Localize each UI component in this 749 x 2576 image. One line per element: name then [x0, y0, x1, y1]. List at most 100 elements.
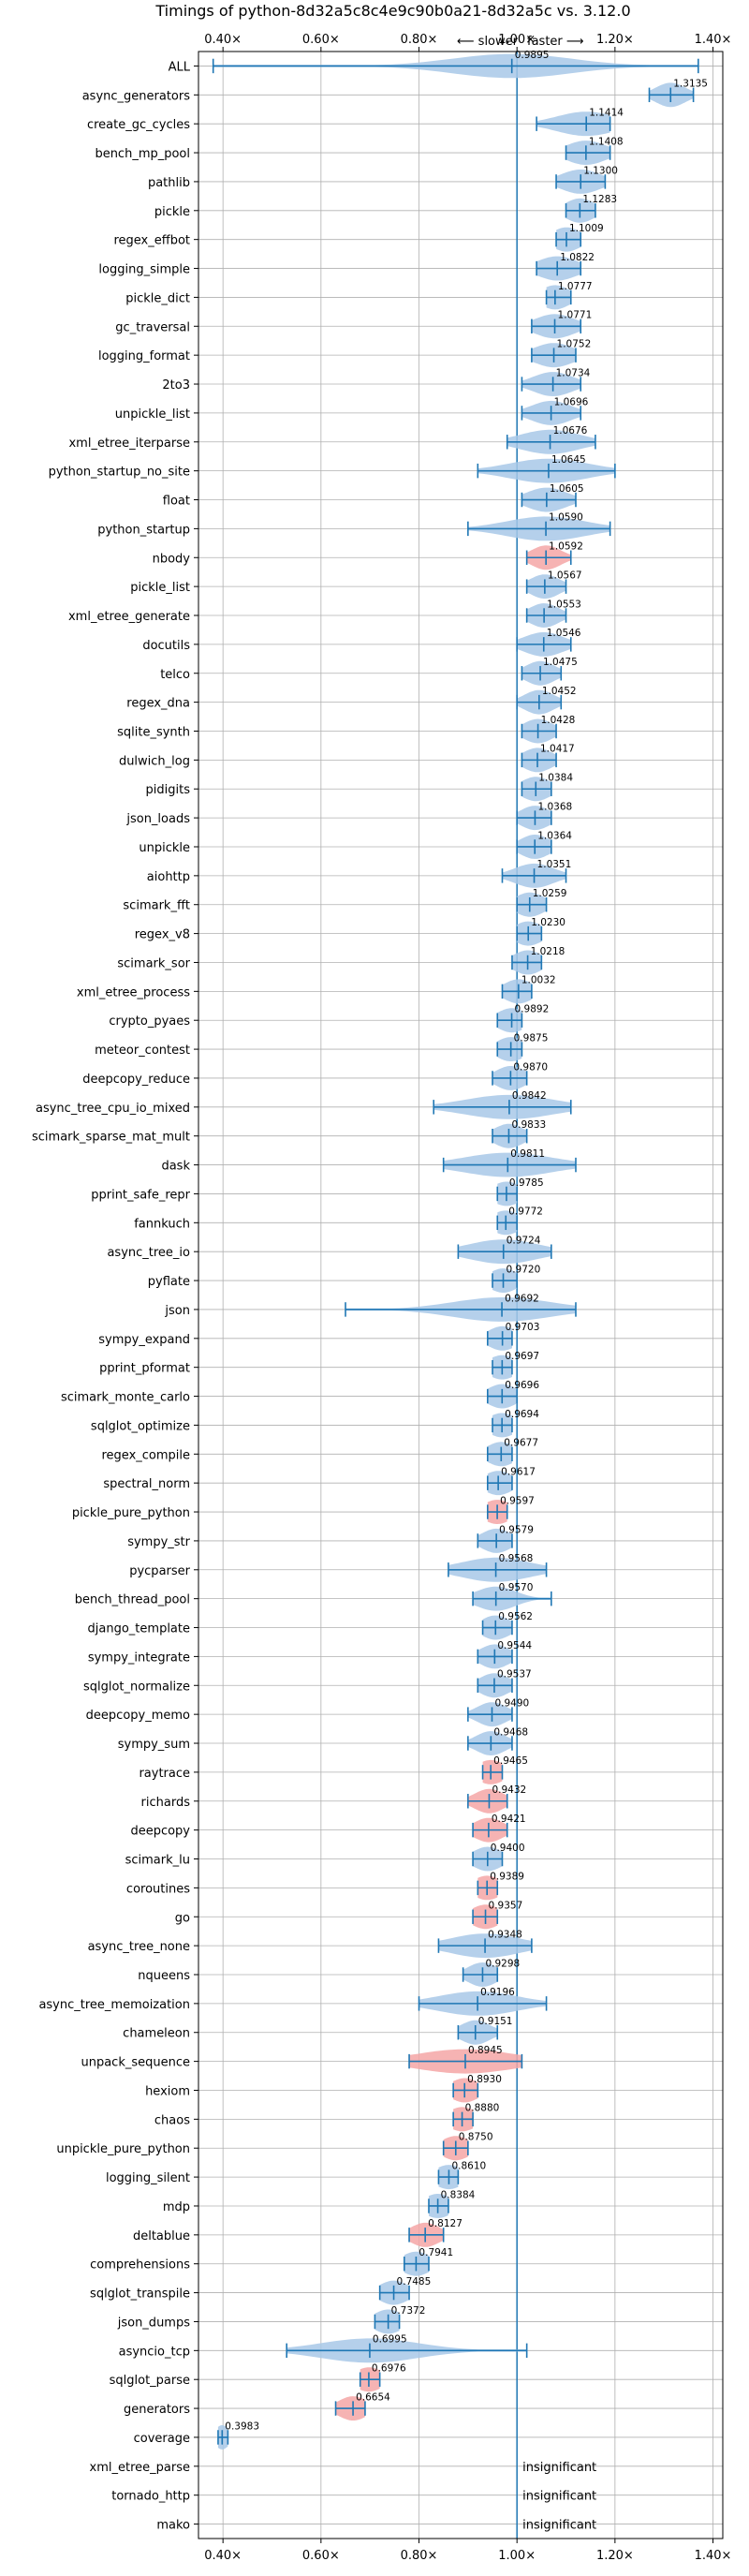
slower-indicator: ⟵ slower [457, 35, 519, 49]
value-label: 0.9785 [509, 1177, 544, 1189]
value-label: 0.9694 [505, 1409, 539, 1420]
benchmark-label: unpickle_list [115, 407, 190, 422]
value-label: 0.6654 [356, 2391, 390, 2403]
value-label: 0.8930 [467, 2074, 502, 2085]
value-label: 1.0696 [554, 396, 589, 407]
benchmark-label: xml_etree_parse [90, 2461, 190, 2475]
value-label: 0.9870 [513, 1061, 548, 1073]
faster-indicator: faster ⟶ [527, 35, 584, 49]
value-label: 0.9692 [505, 1293, 539, 1304]
value-label: 0.9400 [491, 1843, 525, 1854]
value-label: 0.7485 [397, 2276, 432, 2287]
benchmark-label: create_gc_cycles [87, 118, 190, 132]
benchmark-label: go [175, 1911, 190, 1925]
benchmark-label: scimark_sparse_mat_mult [32, 1131, 190, 1145]
benchmark-label: pyflate [148, 1275, 190, 1289]
benchmark-label: logging_simple [98, 263, 190, 277]
value-label: 0.9697 [505, 1351, 539, 1362]
value-label: 0.9568 [499, 1553, 534, 1564]
value-label: 1.0592 [549, 541, 583, 553]
x-tick-label-top: 0.40× [204, 33, 242, 47]
value-label: 0.9544 [497, 1640, 532, 1651]
benchmark-label: deepcopy [130, 1825, 190, 1839]
value-label: 1.0428 [541, 715, 576, 726]
benchmark-label: scimark_sor [117, 956, 190, 970]
value-label: 0.8127 [428, 2218, 463, 2229]
x-tick-label-top: 0.60× [302, 33, 340, 47]
insignificant-label: insignificant [522, 2461, 596, 2475]
benchmark-label: ALL [169, 60, 191, 74]
value-label: 0.9677 [504, 1438, 538, 1449]
benchmark-label: hexiom [145, 2084, 190, 2098]
value-label: 0.9842 [512, 1090, 547, 1102]
benchmark-label: aiohttp [147, 870, 190, 884]
value-label: 0.9617 [501, 1467, 536, 1478]
value-label: 1.0259 [533, 888, 567, 899]
benchmark-label: scimark_lu [125, 1854, 190, 1868]
benchmark-label: generators [124, 2403, 190, 2417]
value-label: 1.1414 [589, 108, 624, 119]
benchmark-label: mdp [163, 2200, 190, 2214]
benchmark-label: unpickle [139, 841, 190, 855]
plot-frame [198, 51, 724, 2539]
benchmark-label: comprehensions [90, 2258, 190, 2273]
benchmark-label: sqlglot_normalize [83, 1680, 190, 1694]
value-label: 1.0605 [550, 483, 584, 495]
benchmark-label: json_loads [125, 812, 190, 826]
value-label: 0.9833 [511, 1119, 546, 1131]
value-label: 0.8750 [459, 2132, 493, 2143]
value-label: 1.0368 [537, 801, 572, 812]
benchmark-label: xml_etree_process [77, 985, 190, 999]
benchmark-label: coroutines [126, 1882, 190, 1896]
value-label: 1.0734 [556, 367, 591, 378]
value-label: 0.9537 [497, 1669, 532, 1680]
benchmark-label: django_template [88, 1622, 190, 1636]
x-tick-label-bottom: 0.80× [401, 2549, 438, 2563]
benchmark-label: xml_etree_generate [68, 610, 190, 624]
benchmark-label: unpickle_pure_python [56, 2142, 190, 2156]
benchmark-label: nbody [153, 552, 191, 566]
benchmark-label: pickle_list [130, 581, 190, 595]
benchmark-label: chaos [154, 2113, 190, 2127]
value-label: 1.0384 [538, 773, 573, 784]
benchmark-label: regex_effbot [113, 234, 190, 248]
value-label: 0.9562 [498, 1611, 533, 1622]
benchmark-label: tornado_http [111, 2490, 190, 2504]
value-label: 1.0230 [531, 917, 565, 928]
benchmark-label: chameleon [123, 2027, 190, 2041]
benchmark-label: regex_dna [126, 697, 190, 711]
benchmark-label: bench_mp_pool [95, 147, 190, 161]
benchmark-label: async_tree_memoization [38, 1998, 190, 2012]
benchmark-label: json_dumps [117, 2316, 190, 2330]
value-label: 0.9348 [488, 1929, 522, 1940]
x-tick-label-bottom: 1.20× [596, 2549, 634, 2563]
value-label: 0.9298 [485, 1958, 520, 1969]
benchmark-label: float [163, 495, 190, 509]
benchmark-label: mako [156, 2519, 190, 2533]
value-label: 0.9696 [505, 1380, 539, 1391]
value-label: 1.1283 [582, 194, 617, 205]
x-tick-label-bottom: 0.60× [302, 2549, 340, 2563]
value-label: 0.9570 [499, 1582, 534, 1593]
value-label: 0.9490 [494, 1698, 529, 1710]
benchmark-label: async_generators [82, 89, 191, 103]
benchmark-label: fannkuch [134, 1217, 190, 1231]
benchmark-label: pycparser [129, 1564, 190, 1578]
benchmark-label: sqlglot_transpile [90, 2287, 190, 2302]
value-label: 1.0417 [540, 744, 575, 755]
plot-area: 0.40× 0.40× 0.60× 0.60× 0.80× 0.80× 1.00× 1.00×… [32, 33, 731, 2563]
x-tick-label-bottom: 1.40× [695, 2549, 732, 2563]
value-label: 1.1300 [583, 165, 618, 176]
value-label: 1.0771 [558, 310, 593, 321]
value-label: 1.0777 [558, 281, 593, 292]
value-label: 1.0218 [531, 946, 565, 957]
value-label: 0.7941 [419, 2247, 453, 2258]
benchmark-label: json [164, 1304, 190, 1318]
value-label: 1.0475 [543, 657, 578, 668]
value-label: 1.0567 [548, 570, 582, 581]
value-label: 1.0645 [551, 454, 586, 466]
benchmark-label: scimark_monte_carlo [61, 1391, 190, 1405]
value-label: 1.3135 [673, 79, 708, 90]
x-tick-label-top: 1.40× [695, 33, 732, 47]
